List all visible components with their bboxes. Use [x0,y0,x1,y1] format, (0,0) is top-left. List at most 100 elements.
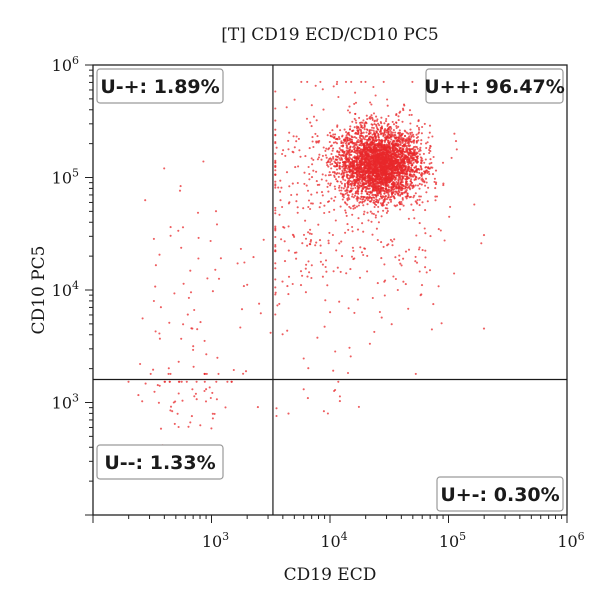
data-point [379,133,383,136]
data-point [406,137,409,140]
data-point [274,262,277,265]
data-point [328,131,332,134]
data-point [391,240,394,243]
data-point [226,380,229,383]
data-point [397,186,400,189]
data-point [280,186,283,189]
data-point [391,120,394,123]
data-point [410,181,413,184]
data-point [374,185,377,188]
data-point [433,177,436,180]
data-point [347,133,350,136]
data-point [410,131,414,134]
data-point [364,148,367,151]
data-point [343,150,346,153]
data-point [404,157,407,160]
data-point [393,185,397,188]
data-point [416,147,419,150]
data-point [274,180,277,183]
data-point [344,136,347,139]
data-point [381,196,384,199]
data-point [379,152,382,155]
data-point [361,142,364,145]
data-point [369,210,372,213]
data-point [423,181,426,184]
data-point [411,164,414,167]
data-point [352,179,355,182]
data-point [335,168,339,171]
data-point [359,182,362,185]
data-point [375,155,378,158]
data-point [281,333,284,336]
data-point [199,321,202,324]
data-point [382,80,385,83]
data-point [384,182,388,185]
data-point [371,117,374,120]
data-point [416,168,419,171]
data-point [369,117,372,120]
data-point [308,178,311,181]
data-point [309,239,313,242]
data-point [424,249,427,252]
data-point [351,187,355,190]
data-point [363,167,366,170]
data-point [307,231,310,234]
data-point [384,171,387,174]
data-point [379,166,382,169]
data-point [349,161,352,165]
data-point [344,179,347,182]
data-point [274,142,277,145]
data-point [169,226,172,229]
data-point [398,153,401,156]
data-point [308,271,311,274]
data-point [319,80,322,83]
data-point [211,290,214,293]
data-point [404,250,408,253]
data-point [346,199,349,202]
data-point [360,169,363,172]
data-point [242,372,245,375]
data-point [372,129,375,132]
data-point [416,157,419,160]
data-point [425,271,428,274]
data-point [417,126,420,129]
data-point [352,249,355,252]
data-point [418,270,421,273]
data-point [274,134,277,137]
data-point [428,162,431,165]
data-point [387,145,390,148]
data-point [307,367,310,370]
data-point [316,336,319,339]
data-point [350,138,353,141]
data-point [419,146,422,149]
data-point [387,123,390,126]
data-point [331,129,334,132]
data-point [358,136,361,139]
data-point [186,313,189,316]
data-point [348,190,351,193]
data-point [399,202,402,205]
data-point [361,156,364,159]
data-point [274,107,277,110]
data-point [429,235,432,238]
data-point [372,169,375,172]
data-point [310,232,313,236]
data-point [177,392,180,395]
data-point [274,227,277,230]
data-point [379,195,382,198]
data-point [394,256,397,259]
data-point [400,200,403,204]
data-point [368,138,371,141]
data-point [343,184,346,187]
data-point [306,397,309,400]
data-point [417,150,420,153]
data-point [149,372,152,375]
data-point [215,223,219,226]
data-point [409,122,412,125]
data-point [403,175,406,178]
data-point [347,131,350,134]
data-point [338,165,341,168]
data-point [334,133,337,136]
data-point [307,260,310,263]
data-point [346,181,349,184]
